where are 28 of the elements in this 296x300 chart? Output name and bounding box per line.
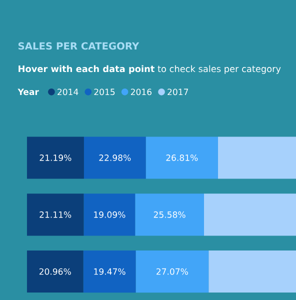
data-label: 21.19% <box>40 154 72 161</box>
bar <box>208 250 296 293</box>
bar <box>84 194 136 236</box>
bar <box>135 194 204 236</box>
data-label: 21.11% <box>40 211 72 218</box>
bar <box>146 136 218 179</box>
legend-label: 2017 <box>168 88 188 96</box>
chart-subtitle: Hover with each data point to check sales per category <box>18 65 281 74</box>
bar <box>83 250 136 293</box>
data-label: 19.09% <box>94 211 126 218</box>
chart-title: SALES PER CATEGORY <box>18 42 140 50</box>
bar <box>84 136 146 179</box>
legend-label: 2014 <box>58 88 78 96</box>
data-label: 19.47% <box>94 268 126 275</box>
bar <box>26 194 84 236</box>
data-label: 22.98% <box>99 154 131 161</box>
data-label: 26.81% <box>166 154 198 161</box>
legend-label: 2015 <box>94 88 115 96</box>
bar <box>218 136 296 179</box>
bar <box>136 250 209 293</box>
legend-title: Year <box>18 88 39 96</box>
data-label: 20.96% <box>39 268 71 275</box>
bar <box>26 136 84 179</box>
data-label: 25.58% <box>154 211 186 218</box>
bar <box>204 194 296 236</box>
legend-label: 2016 <box>130 88 152 96</box>
data-label: 27.07% <box>156 268 188 275</box>
bar <box>26 250 84 293</box>
